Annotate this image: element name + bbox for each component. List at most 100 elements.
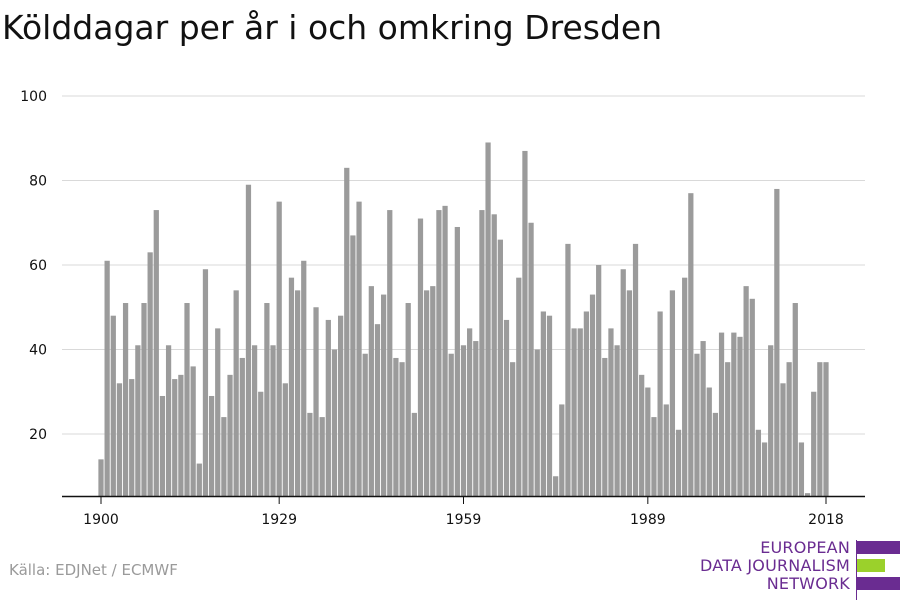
bar-1989 xyxy=(645,387,651,496)
bar-1912 xyxy=(172,379,178,496)
bar-1952 xyxy=(417,218,424,497)
bar-1909 xyxy=(153,210,159,496)
logo-bar-green xyxy=(857,559,885,572)
y-tick-label-40: 40 xyxy=(29,343,47,359)
bar-1950 xyxy=(405,303,411,496)
bar-2001 xyxy=(718,332,725,496)
bar-1946 xyxy=(381,294,387,496)
bar-2013 xyxy=(792,303,798,496)
bar-1992 xyxy=(663,404,669,496)
bar-1983 xyxy=(608,328,614,497)
bar-2004 xyxy=(737,336,743,496)
bar-1910 xyxy=(159,395,166,496)
bar-1985 xyxy=(620,269,626,496)
bar-1939 xyxy=(338,315,344,496)
bar-1903 xyxy=(116,383,123,496)
bar-1990 xyxy=(651,417,657,496)
bar-1934 xyxy=(307,412,313,497)
bar-1930 xyxy=(282,383,288,496)
bar-1981 xyxy=(596,265,602,496)
x-tick-label-1929: 1929 xyxy=(261,512,297,528)
bar-1966 xyxy=(503,319,510,496)
bar-1968 xyxy=(516,277,522,496)
bar-1911 xyxy=(165,345,172,496)
logo-bar-purple-top xyxy=(857,541,900,554)
bar-1945 xyxy=(374,324,381,496)
bar-1943 xyxy=(362,353,368,496)
bar-1971 xyxy=(534,349,540,496)
chart-title: Kölddagar per år i och omkring Dresden xyxy=(2,8,663,47)
bar-1960 xyxy=(467,328,473,497)
bar-1978 xyxy=(577,328,583,497)
bar-1986 xyxy=(626,290,633,496)
bar-1937 xyxy=(325,319,331,496)
y-tick-label-60: 60 xyxy=(29,258,47,274)
bar-1926 xyxy=(258,391,264,496)
bar-1933 xyxy=(301,260,307,496)
bar-1944 xyxy=(368,286,374,497)
bar-1965 xyxy=(497,239,503,496)
bar-1975 xyxy=(559,404,565,496)
x-axis: 1900 1929 1959 1989 2018 xyxy=(62,495,865,528)
bar-1901 xyxy=(104,260,110,496)
bar-1955 xyxy=(436,210,442,496)
bar-2008 xyxy=(761,442,768,496)
bar-1932 xyxy=(294,290,301,496)
bar-1902 xyxy=(110,315,116,496)
bar-1995 xyxy=(682,277,688,496)
bar-1928 xyxy=(270,345,276,496)
bar-1970 xyxy=(528,222,534,496)
bar-1997 xyxy=(694,353,700,496)
bar-1973 xyxy=(546,315,553,496)
y-axis-labels: 20 40 60 80 100 xyxy=(20,89,47,443)
bar-2006 xyxy=(749,298,755,496)
bar-1993 xyxy=(669,290,676,496)
bar-1996 xyxy=(688,193,694,496)
bar-1938 xyxy=(331,349,338,496)
bar-1925 xyxy=(251,345,258,496)
bar-1918 xyxy=(208,395,215,496)
bar-1900 xyxy=(98,459,104,496)
bar-1972 xyxy=(540,311,546,496)
logo-line-1: EUROPEAN xyxy=(760,538,850,557)
bar-1984 xyxy=(614,345,620,496)
bar-1999 xyxy=(706,387,712,496)
y-tick-label-100: 100 xyxy=(20,89,47,105)
bar-1914 xyxy=(184,303,190,496)
bar-1915 xyxy=(190,366,196,496)
bar-1917 xyxy=(202,269,209,496)
bar-1922 xyxy=(233,290,239,496)
bar-1969 xyxy=(522,150,528,496)
bar-1923 xyxy=(239,357,245,496)
bar-2003 xyxy=(731,332,737,496)
bar-1920 xyxy=(221,417,227,496)
bar-1953 xyxy=(424,290,430,496)
bar-1962 xyxy=(479,210,485,496)
x-tick-label-1900: 1900 xyxy=(83,512,119,528)
bar-2010 xyxy=(774,188,780,496)
bar-2011 xyxy=(780,383,786,496)
x-tick-label-1959: 1959 xyxy=(446,512,482,528)
bar-2009 xyxy=(768,345,774,496)
bar-1905 xyxy=(129,379,135,496)
bar-1948 xyxy=(393,357,399,496)
bar-1921 xyxy=(227,374,233,496)
bar-1998 xyxy=(700,341,706,496)
bar-1951 xyxy=(411,412,417,497)
bar-2015 xyxy=(804,493,811,496)
bar-1919 xyxy=(215,328,221,497)
bar-1963 xyxy=(485,142,491,497)
bar-1942 xyxy=(356,201,362,497)
bar-1931 xyxy=(288,277,295,496)
bar-1974 xyxy=(553,476,559,496)
bar-1908 xyxy=(147,252,153,496)
bar-1987 xyxy=(632,243,639,496)
bar-1976 xyxy=(565,243,571,496)
edjnet-logo: EUROPEAN DATA JOURNALISM NETWORK xyxy=(700,538,900,600)
bar-1954 xyxy=(430,286,436,497)
bar-1994 xyxy=(675,429,682,496)
bar-1904 xyxy=(122,303,129,496)
bar-1907 xyxy=(141,303,147,496)
bar-1927 xyxy=(264,303,270,496)
logo-divider xyxy=(856,540,857,600)
